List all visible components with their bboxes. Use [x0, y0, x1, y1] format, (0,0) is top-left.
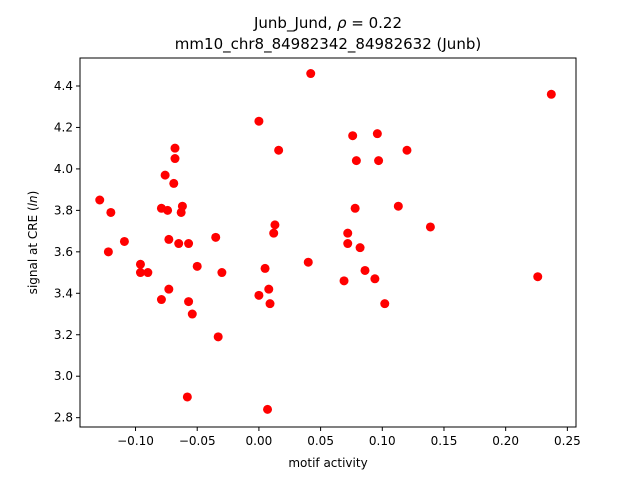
data-point	[360, 265, 370, 275]
data-point	[343, 228, 353, 238]
data-point	[270, 220, 280, 230]
x-tick-label: 0.15	[431, 434, 458, 448]
data-point	[380, 299, 390, 309]
data-point	[393, 201, 403, 211]
chart-title-line2: mm10_chr8_84982342_84982632 (Junb)	[175, 35, 481, 54]
data-point	[217, 268, 227, 278]
data-point	[174, 239, 184, 249]
data-point	[182, 392, 192, 402]
data-point	[169, 178, 179, 188]
data-point	[306, 69, 316, 79]
data-point	[425, 222, 435, 232]
y-axis-ticks: 2.8 3.0 3.2 3.4 3.6 3.8 4.0 4.2 4.4	[54, 79, 80, 425]
data-point	[351, 156, 361, 166]
y-tick-label: 4.4	[54, 79, 73, 93]
x-tick-label: −0.05	[179, 434, 216, 448]
x-tick-label: 0.05	[307, 434, 334, 448]
data-point	[211, 232, 221, 242]
data-point	[135, 268, 145, 278]
x-tick-label: −0.10	[117, 434, 154, 448]
y-tick-label: 3.8	[54, 203, 73, 217]
data-point	[264, 284, 274, 294]
data-point	[350, 203, 360, 213]
data-point	[170, 154, 180, 164]
data-point	[546, 89, 556, 99]
data-point	[170, 143, 180, 153]
plot-frame	[79, 57, 577, 428]
data-point	[263, 404, 273, 414]
data-point	[402, 145, 412, 155]
data-point	[192, 261, 202, 271]
y-tick-label: 3.0	[54, 369, 73, 383]
data-point	[355, 243, 365, 253]
data-point	[164, 234, 174, 244]
x-axis-label: motif activity	[288, 456, 367, 470]
data-point	[254, 116, 264, 126]
chart-title-line1: Junb_Jund, ρ = 0.22	[253, 14, 402, 33]
y-tick-label: 3.4	[54, 286, 73, 300]
data-point	[260, 263, 270, 273]
data-point	[143, 268, 153, 278]
x-tick-label: 0.00	[246, 434, 273, 448]
y-tick-label: 3.6	[54, 245, 73, 259]
data-point	[184, 239, 194, 249]
y-tick-label: 2.8	[54, 411, 73, 425]
data-point	[103, 247, 113, 257]
data-points	[95, 69, 556, 414]
data-point	[106, 207, 116, 217]
y-tick-label: 3.2	[54, 328, 73, 342]
x-axis-ticks: −0.10 −0.05 0.00 0.05 0.10 0.15 0.20 0.25	[117, 427, 581, 448]
data-point	[269, 228, 279, 238]
y-tick-label: 4.0	[54, 162, 73, 176]
data-point	[95, 195, 105, 205]
data-point	[163, 205, 173, 215]
data-point	[372, 129, 382, 139]
data-point	[343, 239, 353, 249]
data-point	[184, 297, 194, 307]
data-point	[265, 299, 275, 309]
data-point	[135, 259, 145, 269]
data-point	[274, 145, 284, 155]
data-point	[164, 284, 174, 294]
y-axis-label: signal at CRE (ln)	[26, 191, 40, 295]
data-point	[156, 295, 166, 305]
data-point	[176, 207, 186, 217]
data-point	[160, 170, 170, 180]
y-tick-label: 4.2	[54, 120, 73, 134]
data-point	[339, 276, 349, 286]
data-point	[213, 332, 223, 342]
data-point	[119, 236, 129, 246]
x-tick-label: 0.25	[554, 434, 581, 448]
data-point	[533, 272, 543, 282]
data-point	[370, 274, 380, 284]
x-tick-label: 0.10	[369, 434, 396, 448]
data-point	[187, 309, 197, 319]
data-point	[303, 257, 313, 267]
data-point	[254, 290, 264, 300]
data-point	[374, 156, 384, 166]
data-point	[348, 131, 358, 141]
x-tick-label: 0.20	[492, 434, 519, 448]
